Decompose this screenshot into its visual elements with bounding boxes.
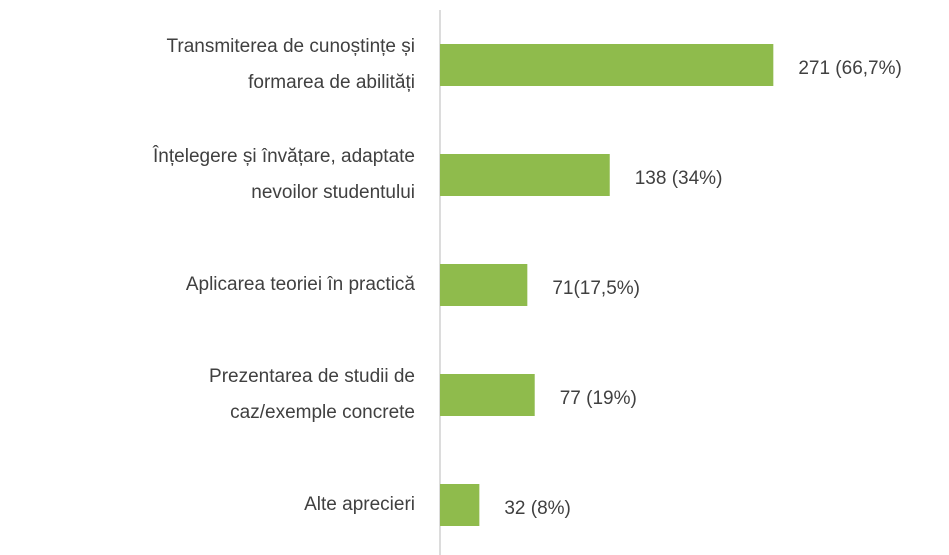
category-label: Transmiterea de cunoștințe și <box>166 36 415 57</box>
bar <box>440 154 610 196</box>
bar <box>440 264 528 306</box>
value-label: 71(17,5%) <box>552 278 640 299</box>
value-label: 32 (8%) <box>504 498 571 519</box>
category-label: Aplicarea teoriei în practică <box>186 274 416 295</box>
bar <box>440 374 535 416</box>
value-label: 271 (66,7%) <box>798 58 902 79</box>
value-label: 138 (34%) <box>635 168 723 189</box>
category-label: caz/exemple concrete <box>230 402 415 423</box>
category-label: nevoilor studentului <box>251 182 415 203</box>
value-label: 77 (19%) <box>560 388 637 409</box>
category-label: Prezentarea de studii de <box>209 366 415 387</box>
category-label: Alte aprecieri <box>304 494 415 515</box>
category-label: Înțelegere și învățare, adaptate <box>152 145 415 167</box>
category-label: formarea de abilități <box>248 72 415 93</box>
bar <box>440 44 774 86</box>
bar <box>440 484 480 526</box>
